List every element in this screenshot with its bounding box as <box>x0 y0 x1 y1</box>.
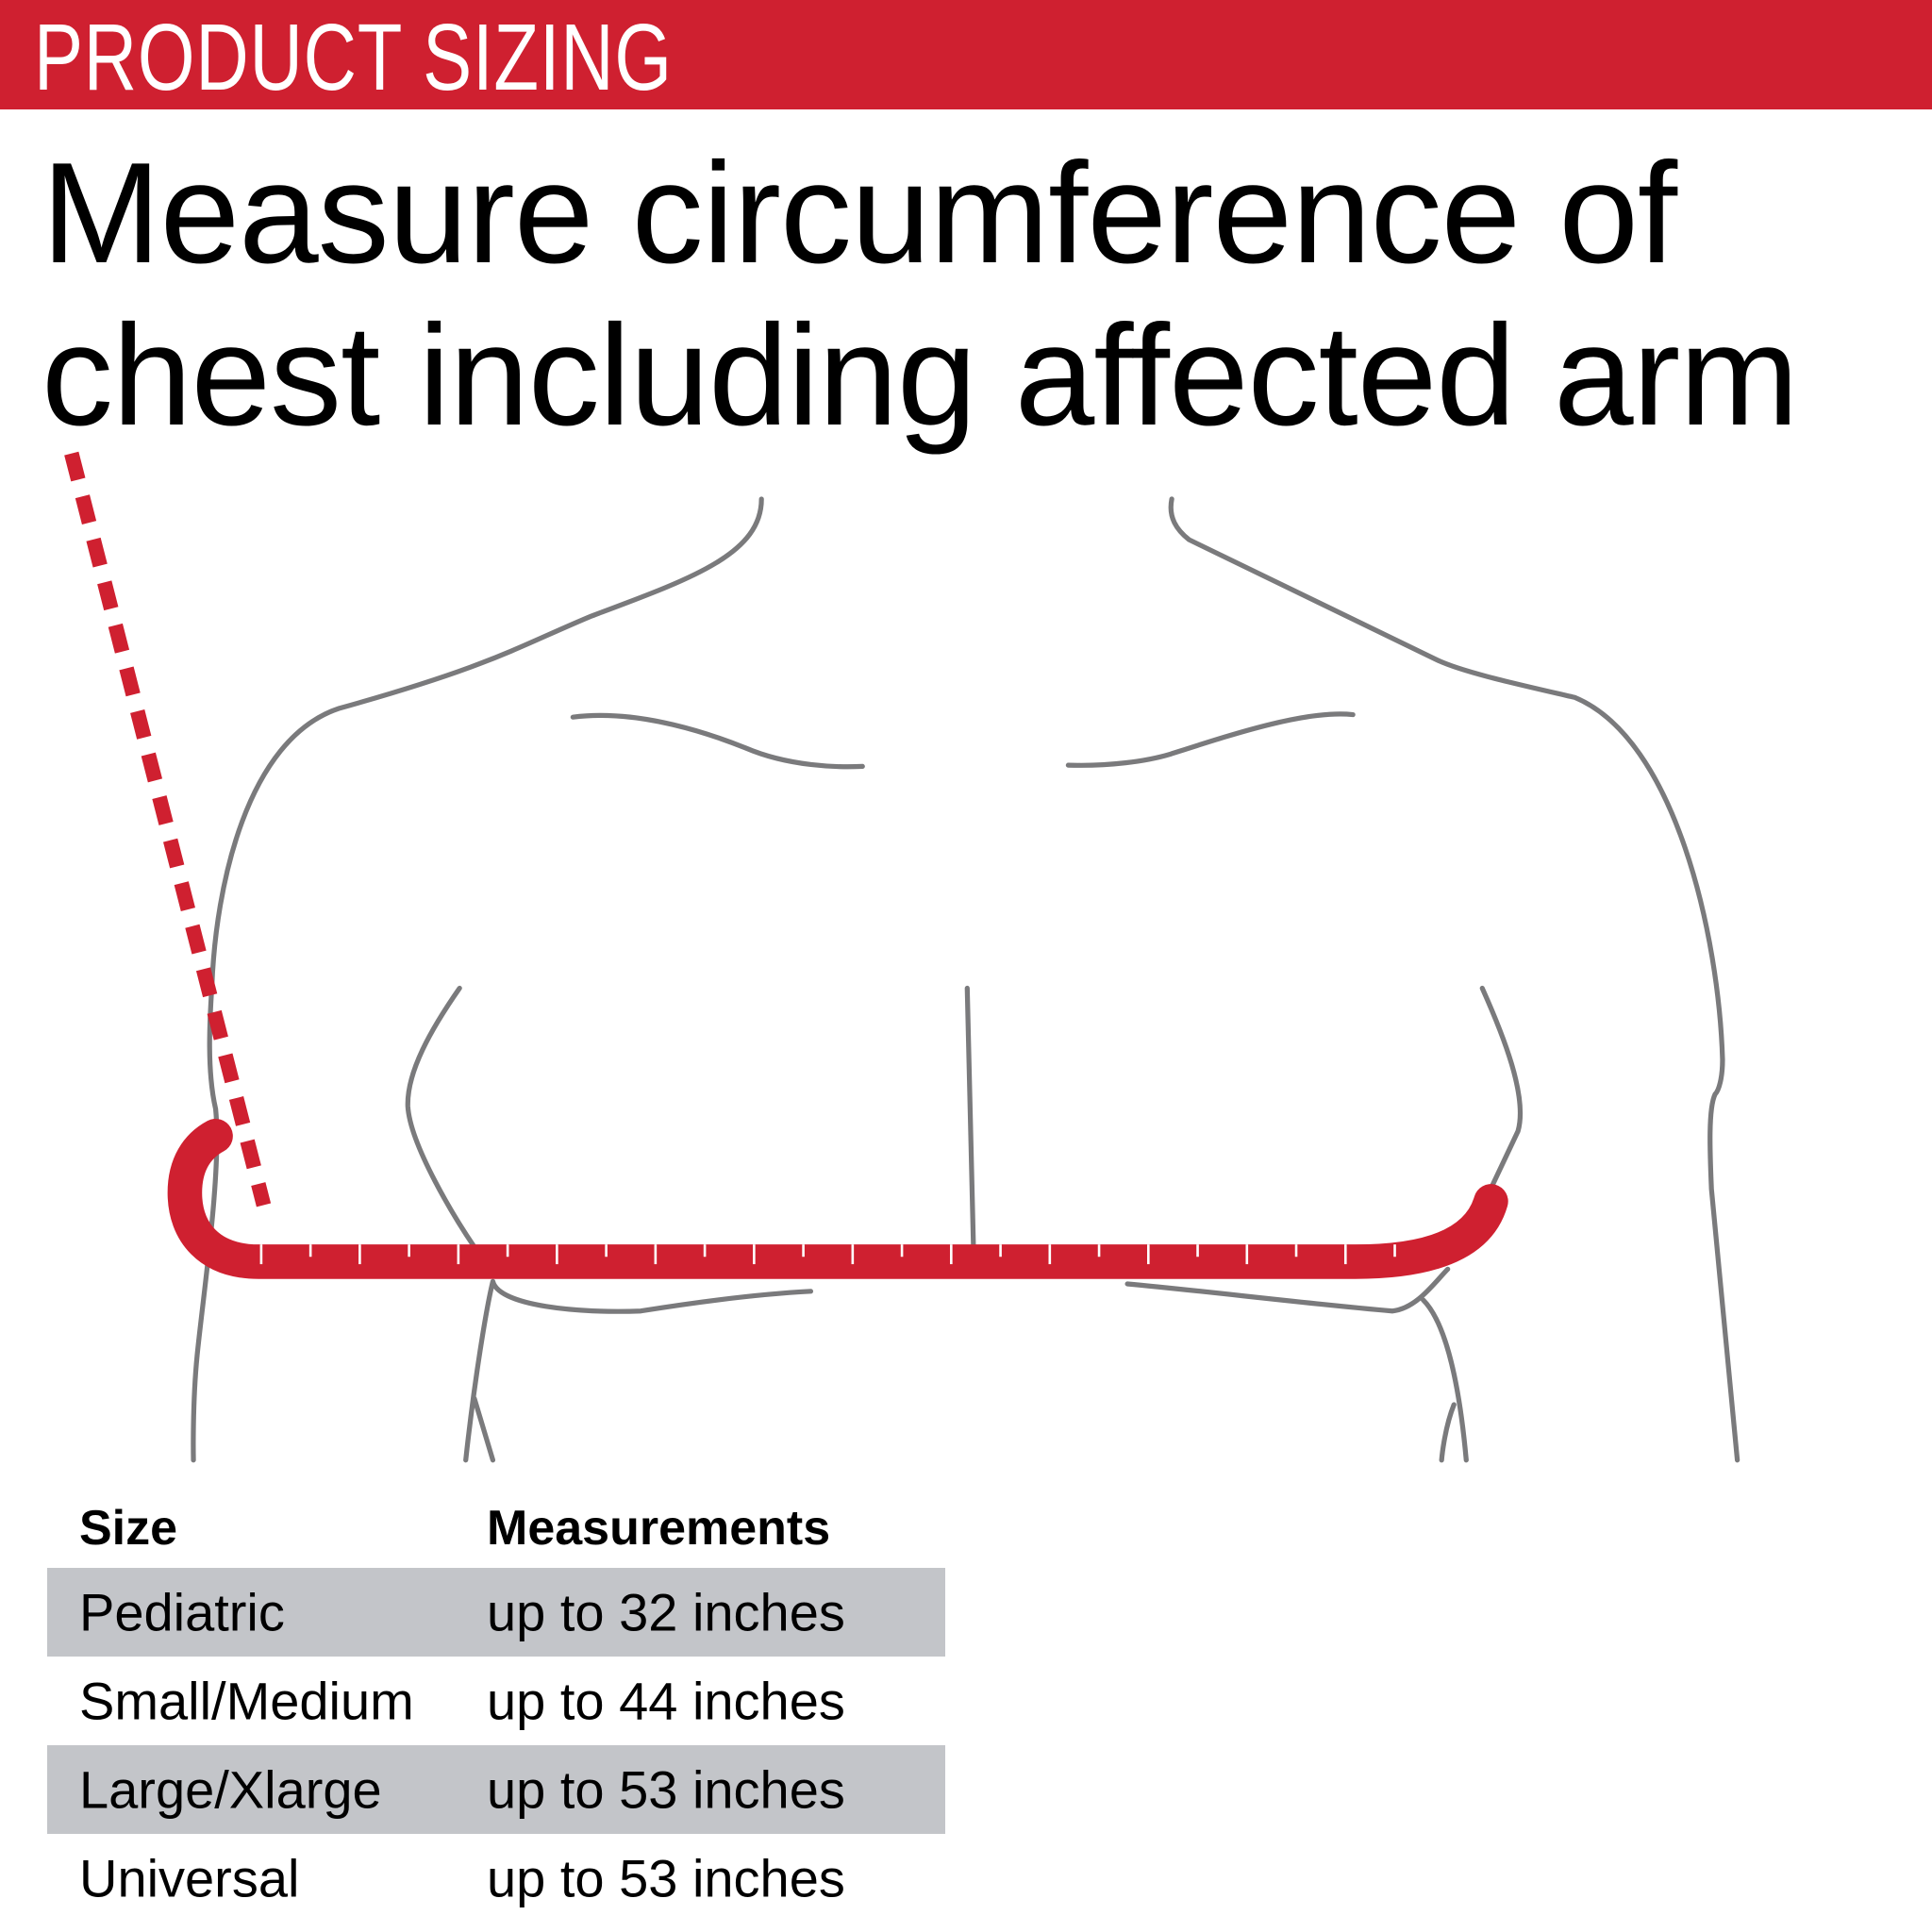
left-shoulder-outline <box>191 496 764 1463</box>
sternum-line <box>964 985 976 1247</box>
right-lower-torso <box>1124 1266 1469 1463</box>
table-row: Large/Xlarge up to 53 inches <box>47 1745 945 1834</box>
banner-title: PRODUCT SIZING <box>34 5 673 110</box>
size-cell: Universal <box>79 1848 300 1908</box>
size-cell: Small/Medium <box>79 1671 414 1731</box>
size-cell: Large/Xlarge <box>79 1759 382 1820</box>
measuring-tape <box>167 1118 1508 1279</box>
measurements-column-header: Measurements <box>487 1501 831 1556</box>
left-lower-torso <box>463 1278 814 1463</box>
table-row: Small/Medium up to 44 inches <box>47 1657 945 1745</box>
left-chest-line <box>405 985 477 1250</box>
tape-tick-marks <box>259 1244 1396 1265</box>
measurement-cell: up to 32 inches <box>487 1582 845 1642</box>
size-column-header: Size <box>79 1501 178 1556</box>
product-sizing-banner: PRODUCT SIZING <box>0 0 1932 109</box>
table-row: Pediatric up to 32 inches <box>47 1568 945 1657</box>
size-cell: Pediatric <box>79 1582 285 1642</box>
measurement-cell: up to 44 inches <box>487 1671 845 1731</box>
right-chest-line <box>1474 985 1524 1223</box>
right-collarbone <box>1065 711 1356 768</box>
dashed-guide-line <box>64 451 272 1208</box>
right-shoulder-outline <box>1168 496 1740 1463</box>
torso-outline <box>191 496 1740 1463</box>
headline-line-1: Measure circumference of <box>42 133 1677 293</box>
headline-line-2: chest including affected arm <box>42 295 1799 456</box>
measurement-cell: up to 53 inches <box>487 1848 845 1908</box>
size-table: Size Measurements Pediatric up to 32 inc… <box>47 1489 945 1923</box>
table-header-row: Size Measurements <box>47 1489 945 1568</box>
measurement-cell: up to 53 inches <box>487 1759 845 1820</box>
table-row: Universal up to 53 inches <box>47 1834 945 1923</box>
left-collarbone <box>570 712 865 770</box>
instruction-headline: Measure circumference of chest including… <box>42 132 1799 457</box>
